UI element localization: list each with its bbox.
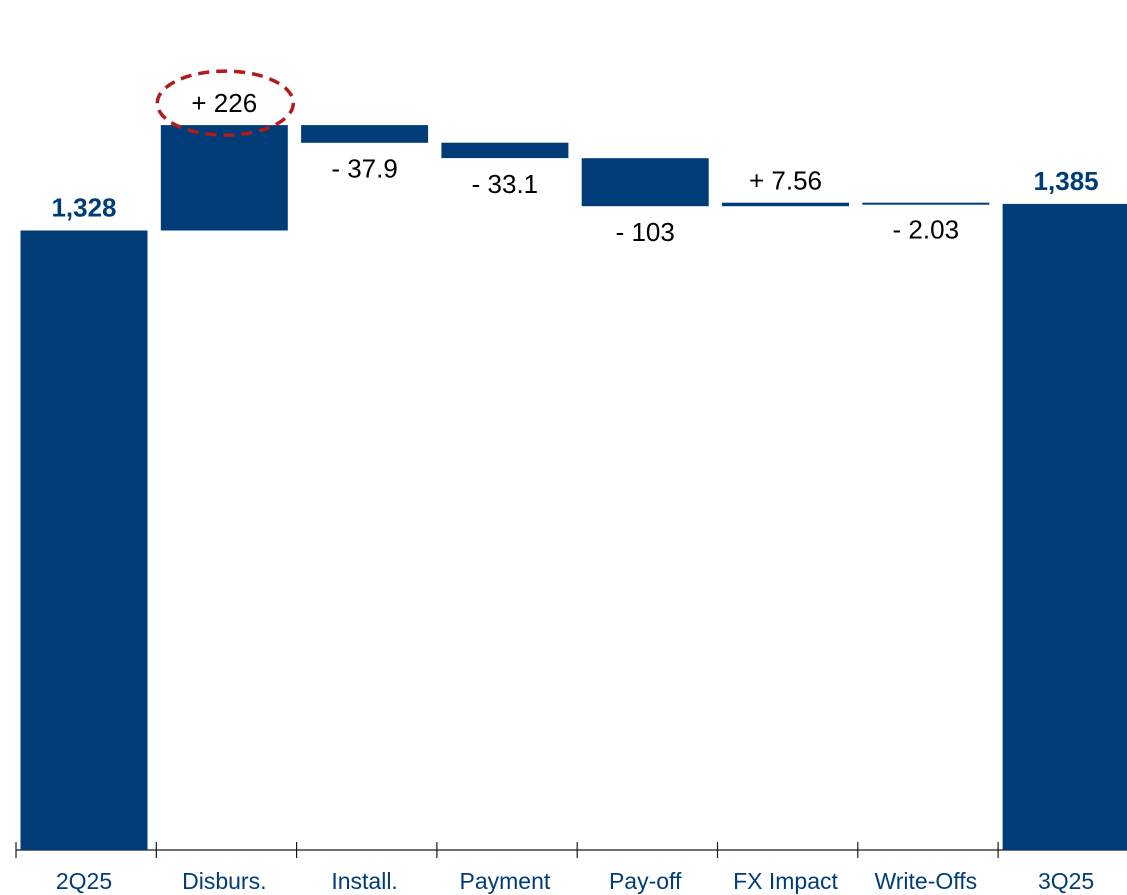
highlight-ellipse	[155, 69, 296, 137]
x-tick-label: FX Impact	[733, 868, 838, 894]
x-tick-label: Payment	[460, 868, 551, 894]
bar-install-	[301, 125, 429, 143]
total-label: 1,385	[1034, 166, 1099, 196]
decrease-label: - 2.03	[893, 215, 960, 245]
total-label: 1,328	[51, 193, 116, 223]
bar-3q25	[1002, 203, 1127, 850]
x-tick-label: 3Q25	[1038, 868, 1094, 894]
bar-fx-impact	[722, 202, 849, 207]
x-tick-label: Install.	[331, 868, 397, 894]
x-tick-label: Pay-off	[609, 868, 682, 894]
decrease-label: - 103	[616, 217, 675, 247]
bar-disburs-	[160, 125, 288, 231]
increase-label: + 7.56	[749, 166, 822, 196]
decrease-label: - 37.9	[331, 154, 398, 184]
bar-2q25	[20, 230, 148, 850]
increase-label: + 226	[191, 88, 257, 118]
x-tick-label: Write-Offs	[874, 868, 977, 894]
x-tick-label: 2Q25	[56, 868, 112, 894]
bar-write-offs	[862, 202, 990, 205]
x-tick-label: Disburs.	[182, 868, 266, 894]
bar-pay-off	[581, 158, 709, 207]
decrease-label: - 33.1	[472, 169, 539, 199]
bar-payment	[441, 142, 569, 159]
